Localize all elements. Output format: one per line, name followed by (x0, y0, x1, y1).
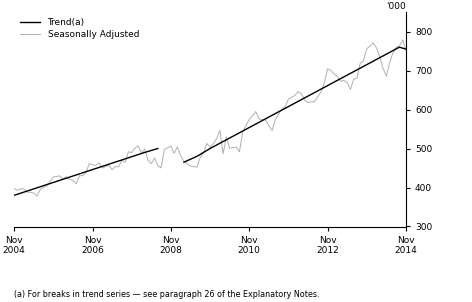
Text: '000: '000 (386, 2, 406, 11)
Text: (a) For breaks in trend series — see paragraph 26 of the Explanatory Notes.: (a) For breaks in trend series — see par… (14, 290, 320, 299)
Legend: Trend(a), Seasonally Adjusted: Trend(a), Seasonally Adjusted (17, 15, 143, 43)
